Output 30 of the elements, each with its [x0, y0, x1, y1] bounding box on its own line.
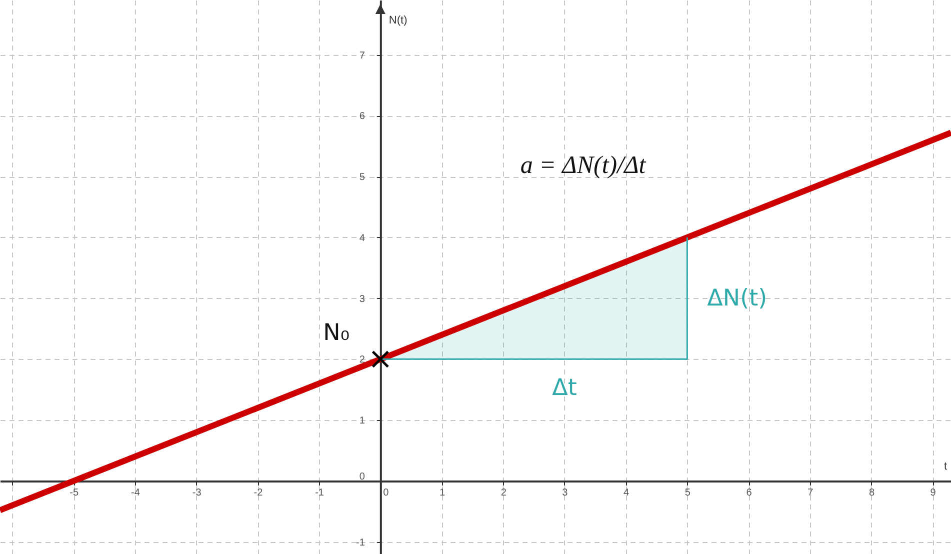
- x-tick-label: 9: [930, 487, 936, 498]
- y-tick-label: 6: [359, 111, 366, 122]
- y-tick-label: -1: [356, 537, 366, 548]
- annotation: ΔN(t): [707, 285, 768, 312]
- y-tick-label: 7: [359, 50, 366, 62]
- x-tick-label: 4: [624, 487, 630, 498]
- annotation: a = ΔN(t)/Δt: [520, 152, 647, 179]
- y-tick-label: 1: [359, 416, 366, 427]
- y-tick-label: 4: [359, 232, 366, 244]
- x-tick-label: 8: [868, 487, 875, 498]
- x-tick-label: 3: [562, 487, 568, 498]
- x-tick-label: -5: [70, 487, 80, 498]
- y-tick-label: 2: [359, 354, 366, 366]
- x-tick-label: -2: [254, 487, 264, 498]
- x-tick-label: 7: [808, 487, 814, 498]
- y-tick-label: 0: [359, 471, 366, 482]
- annotation: N₀: [323, 320, 350, 346]
- x-tick-label: -4: [131, 487, 140, 498]
- x-axis-title: t: [944, 460, 948, 472]
- x-tick-label: 2: [500, 487, 507, 498]
- x-tick-label: 1: [439, 487, 446, 498]
- x-tick-label: -1: [315, 487, 324, 498]
- y-tick-label: 3: [359, 294, 366, 305]
- y-axis-title: N(t): [388, 14, 408, 26]
- annotation: Δt: [552, 375, 577, 402]
- x-tick-label: 0: [383, 487, 390, 498]
- y-tick-label: 5: [359, 172, 366, 184]
- x-tick-label: 6: [746, 487, 752, 498]
- x-tick-label: -3: [192, 487, 202, 498]
- x-tick-label: 5: [684, 487, 691, 498]
